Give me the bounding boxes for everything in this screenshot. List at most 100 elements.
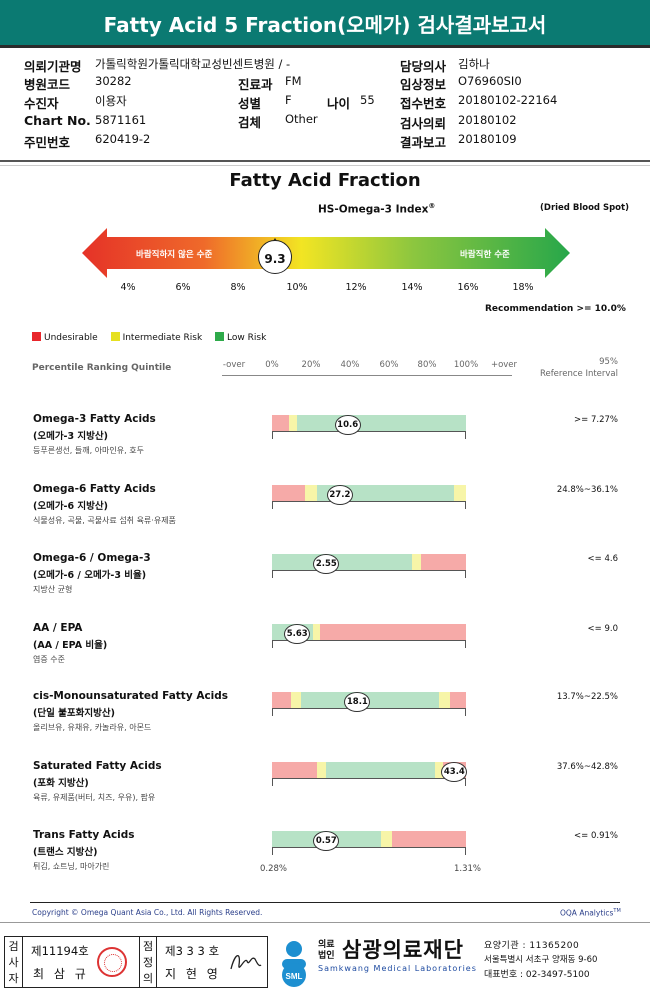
- row-korean-name: (오메가-6 / 오메가-3 비율): [33, 570, 147, 581]
- index-tick: 18%: [512, 282, 534, 293]
- range-segment-green: [297, 415, 466, 431]
- range-segment-yellow: [304, 485, 317, 501]
- row-value-marker: 18.1: [344, 692, 371, 712]
- range-segment-red: [272, 692, 292, 708]
- row-value-marker: 5.63: [284, 624, 311, 644]
- row-value-marker: 43.4: [441, 762, 468, 782]
- info-divider: [0, 160, 650, 162]
- row-korean-name: (단일 불포화지방산): [33, 708, 115, 719]
- fatty-acid-row: AA / EPA (AA / EPA 비율) 염증 수준 5.63 <= 9.0: [0, 622, 650, 692]
- index-tick: 10%: [286, 282, 308, 293]
- reference-interval-heading: 95% Reference Interval: [539, 357, 618, 379]
- row-reference-interval: 24.8%~36.1%: [556, 485, 618, 495]
- institution-label: 의뢰기관명: [24, 59, 82, 74]
- row-name: AA / EPA: [33, 622, 83, 634]
- row-description: 등푸른생선, 들깨, 아마인유, 호두: [33, 446, 144, 455]
- org-phone: 대표번호 : 02-3497-5100: [484, 970, 590, 980]
- doctor-value: 김하나: [458, 57, 490, 71]
- row-axis: [272, 847, 466, 855]
- range-segment-yellow: [291, 692, 302, 708]
- quintile-tick: +over: [490, 360, 518, 370]
- legend-swatch-green: [215, 332, 225, 341]
- clinical-value: O76960SI0: [458, 74, 522, 88]
- row-axis: [272, 501, 466, 509]
- quintile-tick: 80%: [417, 360, 437, 370]
- range-segment-red: [272, 415, 290, 431]
- quintile-tick: 20%: [301, 360, 321, 370]
- row-reference-interval: <= 9.0: [587, 624, 618, 634]
- legend-undesirable: Undesirable: [32, 332, 98, 343]
- legend-swatch-red: [32, 332, 41, 341]
- receipt-label: 접수번호: [400, 96, 447, 111]
- row-reference-interval: >= 7.27%: [574, 415, 618, 425]
- rrn-value: 620419-2: [95, 132, 151, 146]
- row-name: Saturated Fatty Acids: [33, 760, 162, 772]
- row-range-bar: [272, 692, 466, 708]
- receipt-value: 20180102-22164: [458, 93, 558, 107]
- row-axis: [272, 570, 466, 578]
- range-segment-red: [272, 762, 317, 778]
- row-range-bar: [272, 762, 466, 778]
- copyright: Copyright © Omega Quant Asia Co., Ltd. A…: [32, 908, 263, 917]
- legend: Undesirable Intermediate Risk Low Risk: [32, 332, 276, 343]
- index-tick: 6%: [175, 282, 191, 293]
- institution-value: 가톨릭학원가톨릭대학교성빈센트병원 / -: [95, 57, 291, 71]
- row-name: Omega-6 / Omega-3: [33, 552, 151, 564]
- row-name: cis-Monounsaturated Fatty Acids: [33, 690, 229, 702]
- index-tick: 8%: [230, 282, 246, 293]
- row-description: 올리브유, 유채유, 카놀라유, 아몬드: [33, 723, 152, 732]
- result-label: 결과보고: [400, 135, 447, 150]
- examiner-name: 최 삼 규: [33, 967, 89, 981]
- row-axis: [272, 640, 466, 648]
- row-korean-name: (트랜스 지방산): [33, 847, 98, 858]
- row-axis: [272, 778, 466, 786]
- sex-label: 성별: [238, 96, 262, 111]
- row-reference-interval: 13.7%~22.5%: [556, 692, 618, 702]
- quintile-heading: Percentile Ranking Quintile: [32, 363, 172, 373]
- range-segment-green: [301, 692, 439, 708]
- row-name: Omega-3 Fatty Acids: [33, 413, 156, 425]
- range-segment-yellow: [454, 485, 466, 501]
- row-description: 튀김, 쇼트닝, 마아가린: [33, 862, 110, 871]
- omega3-index-arrow: 바람직하지 않은 수준 바람직한 수준: [82, 228, 570, 278]
- row-reference-interval: <= 4.6: [587, 554, 618, 564]
- index-tick: 16%: [457, 282, 479, 293]
- quintile-tick: -over: [222, 360, 246, 370]
- quintile-tick: 100%: [453, 360, 479, 370]
- row-range-bar: [272, 415, 466, 431]
- row-value-marker: 0.57: [313, 831, 340, 851]
- fatty-acid-row: Omega-6 / Omega-3 (오메가-6 / 오메가-3 비율) 지방산 균…: [0, 552, 650, 622]
- org-english-name: Samkwang Medical Laboratories: [318, 964, 477, 973]
- age-label: 나이: [327, 96, 351, 111]
- request-value: 20180102: [458, 113, 517, 127]
- checker-license: 제3 3 3 호: [165, 944, 220, 958]
- request-label: 검사의뢰: [400, 116, 447, 131]
- quintile-tick: 0%: [265, 360, 279, 370]
- row-korean-name: (AA / EPA 비율): [33, 640, 108, 651]
- row-axis: [272, 431, 466, 439]
- clinical-label: 임상정보: [400, 77, 447, 92]
- row-value-marker: 2.55: [313, 554, 340, 574]
- footer-divider: [30, 902, 620, 903]
- range-segment-yellow: [316, 762, 327, 778]
- range-segment-red: [272, 485, 305, 501]
- footer-thin-divider: [0, 922, 650, 923]
- hospital-code-label: 병원코드: [24, 77, 71, 92]
- row-reference-interval: 37.6%~42.8%: [556, 762, 618, 772]
- org-code: 요양기관 : 11365200: [484, 941, 580, 951]
- row-name: Trans Fatty Acids: [33, 829, 135, 841]
- range-segment-yellow: [380, 831, 393, 847]
- row-range-bar: [272, 831, 466, 847]
- range-segment-yellow: [312, 624, 321, 640]
- signature-icon: [230, 955, 262, 970]
- range-segment-red: [450, 692, 466, 708]
- range-segment-yellow: [438, 692, 451, 708]
- org-type: 의료 법인: [318, 940, 335, 961]
- legend-low-risk: Low Risk: [215, 332, 266, 343]
- report-title: Fatty Acid 5 Fraction(오메가) 검사결과보고서: [0, 0, 650, 48]
- index-tick: 14%: [401, 282, 423, 293]
- specimen-label: 검체: [238, 115, 262, 130]
- recommendation: Recommendation >= 10.0%: [485, 304, 626, 314]
